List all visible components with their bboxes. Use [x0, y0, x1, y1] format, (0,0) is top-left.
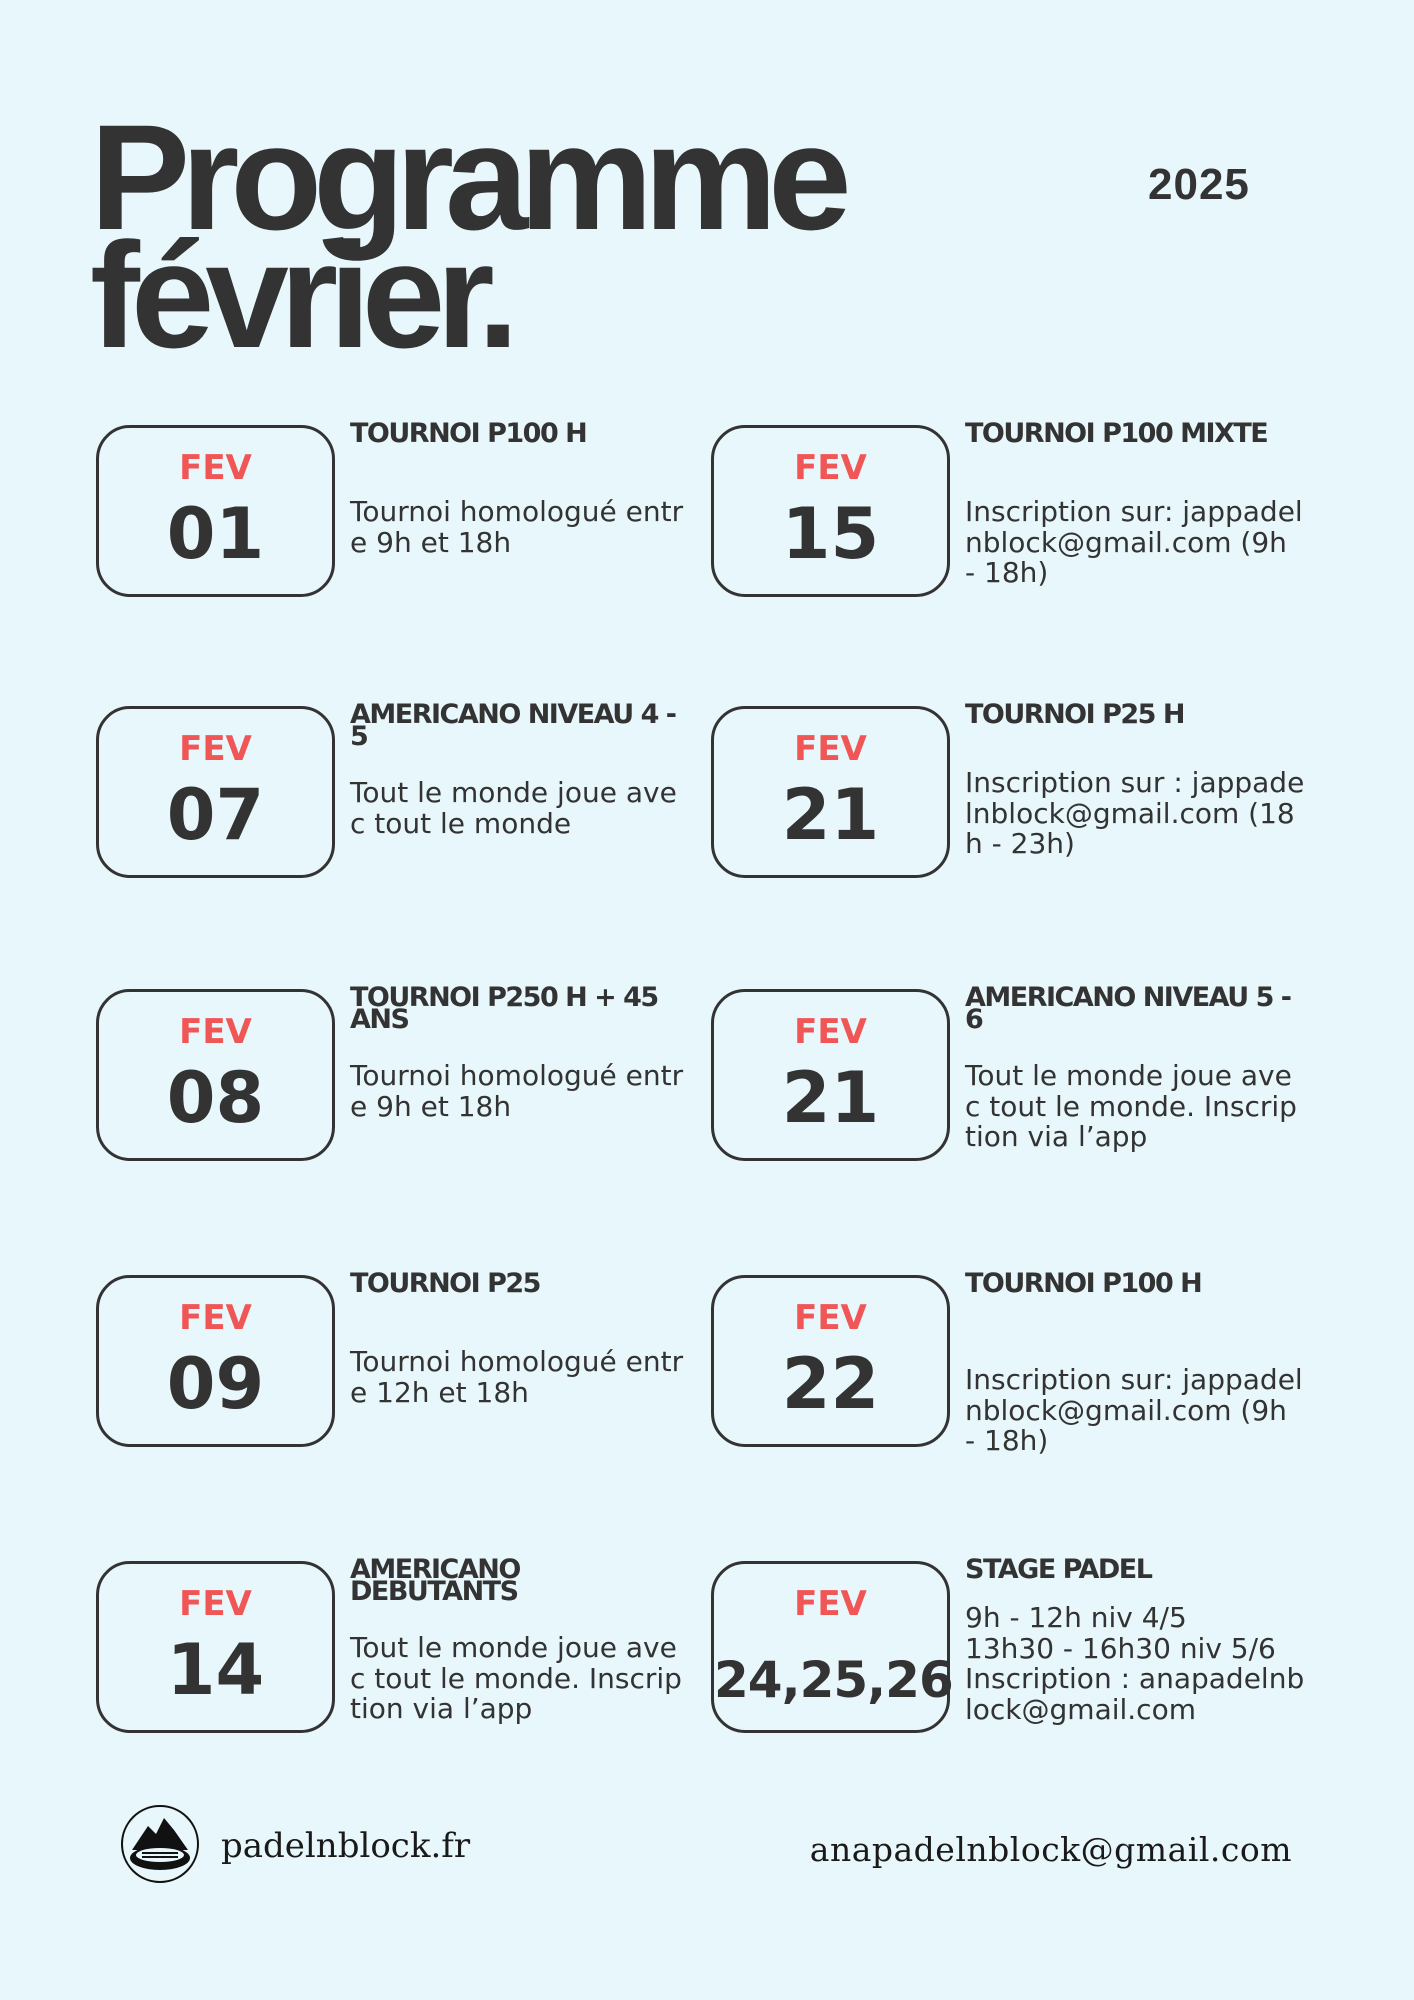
date-month: FEV	[794, 1012, 867, 1052]
event-description: Tout le monde joue avec tout le monde. I…	[965, 1059, 1297, 1153]
date-month: FEV	[179, 1298, 252, 1338]
date-month: FEV	[794, 1584, 867, 1624]
year: 2025	[1148, 160, 1250, 209]
event-title: TOURNOI P100 H	[350, 418, 588, 449]
date-badge: FEV 07	[96, 706, 335, 878]
event-item: FEV 14 AMERICANO DEBUTANTS Tout le monde…	[96, 1554, 716, 1801]
page-title: Programme février.	[90, 102, 852, 370]
event-item: FEV 01 TOURNOI P100 H Tournoi homologué …	[96, 418, 716, 665]
event-description: Inscription sur : jappadelnblock@gmail.c…	[965, 766, 1305, 860]
title-line-1: Programme	[90, 93, 852, 261]
event-title: TOURNOI P100 H	[965, 1268, 1203, 1299]
event-title: STAGE PADEL	[965, 1554, 1153, 1585]
event-description: Tournoi homologué entre 12h et 18h	[350, 1345, 684, 1409]
date-day: 21	[781, 774, 880, 856]
date-month: FEV	[794, 1298, 867, 1338]
event-item: FEV 24,25,26 STAGE PADEL 9h - 12h niv 4/…	[711, 1554, 1331, 1801]
date-day: 14	[166, 1629, 265, 1711]
date-badge: FEV 01	[96, 425, 335, 597]
event-description: Tout le monde joue avec tout le monde	[350, 776, 677, 840]
date-badge: FEV 24,25,26	[711, 1561, 954, 1733]
event-description: Tout le monde joue avec tout le monde. I…	[350, 1631, 682, 1725]
date-badge: FEV 21	[711, 706, 950, 878]
event-description: 9h - 12h niv 4/5 13h30 - 16h30 niv 5/6 I…	[965, 1601, 1305, 1726]
date-day: 24,25,26	[714, 1651, 954, 1709]
event-title: TOURNOI P250 H + 45 ANS	[350, 982, 659, 1035]
date-day: 15	[781, 493, 880, 575]
date-month: FEV	[179, 448, 252, 488]
date-month: FEV	[179, 1012, 252, 1052]
date-day: 08	[166, 1057, 265, 1139]
event-item: FEV 22 TOURNOI P100 H Inscription sur: j…	[711, 1268, 1331, 1515]
date-day: 22	[781, 1343, 880, 1425]
padelnblock-logo	[118, 1800, 202, 1886]
date-badge: FEV 22	[711, 1275, 950, 1447]
date-month: FEV	[794, 729, 867, 769]
event-item: FEV 08 TOURNOI P250 H + 45 ANS Tournoi h…	[96, 982, 716, 1229]
website-link[interactable]: padelnblock.fr	[221, 1826, 471, 1866]
event-title: AMERICANO NIVEAU 4 - 5	[350, 699, 677, 752]
date-badge: FEV 09	[96, 1275, 335, 1447]
date-badge: FEV 14	[96, 1561, 335, 1733]
date-day: 21	[781, 1057, 880, 1139]
title-line-2: février.	[90, 211, 519, 379]
event-title: TOURNOI P100 MIXTE	[965, 418, 1269, 449]
date-badge: FEV 15	[711, 425, 950, 597]
date-day: 09	[166, 1343, 265, 1425]
event-item: FEV 07 AMERICANO NIVEAU 4 - 5 Tout le mo…	[96, 699, 716, 946]
event-item: FEV 09 TOURNOI P25 Tournoi homologué ent…	[96, 1268, 716, 1515]
date-badge: FEV 21	[711, 989, 950, 1161]
event-item: FEV 15 TOURNOI P100 MIXTE Inscription su…	[711, 418, 1331, 665]
date-day: 01	[166, 493, 265, 575]
date-month: FEV	[794, 448, 867, 488]
date-month: FEV	[179, 1584, 252, 1624]
event-item: FEV 21 TOURNOI P25 H Inscription sur : j…	[711, 699, 1331, 946]
contact-email[interactable]: anapadelnblock@gmail.com	[809, 1830, 1292, 1869]
date-day: 07	[166, 774, 265, 856]
event-title: AMERICANO DEBUTANTS	[350, 1554, 521, 1607]
event-title: TOURNOI P25 H	[965, 699, 1185, 730]
event-description: Tournoi homologué entre 9h et 18h	[350, 1059, 684, 1123]
event-title: TOURNOI P25	[350, 1268, 541, 1299]
event-title: AMERICANO NIVEAU 5 - 6	[965, 982, 1292, 1035]
event-item: FEV 21 AMERICANO NIVEAU 5 - 6 Tout le mo…	[711, 982, 1331, 1229]
event-description: Inscription sur: jappadelnblock@gmail.co…	[965, 1363, 1303, 1457]
event-description: Tournoi homologué entre 9h et 18h	[350, 495, 684, 559]
date-badge: FEV 08	[96, 989, 335, 1161]
event-description: Inscription sur: jappadelnblock@gmail.co…	[965, 495, 1303, 589]
date-month: FEV	[179, 729, 252, 769]
